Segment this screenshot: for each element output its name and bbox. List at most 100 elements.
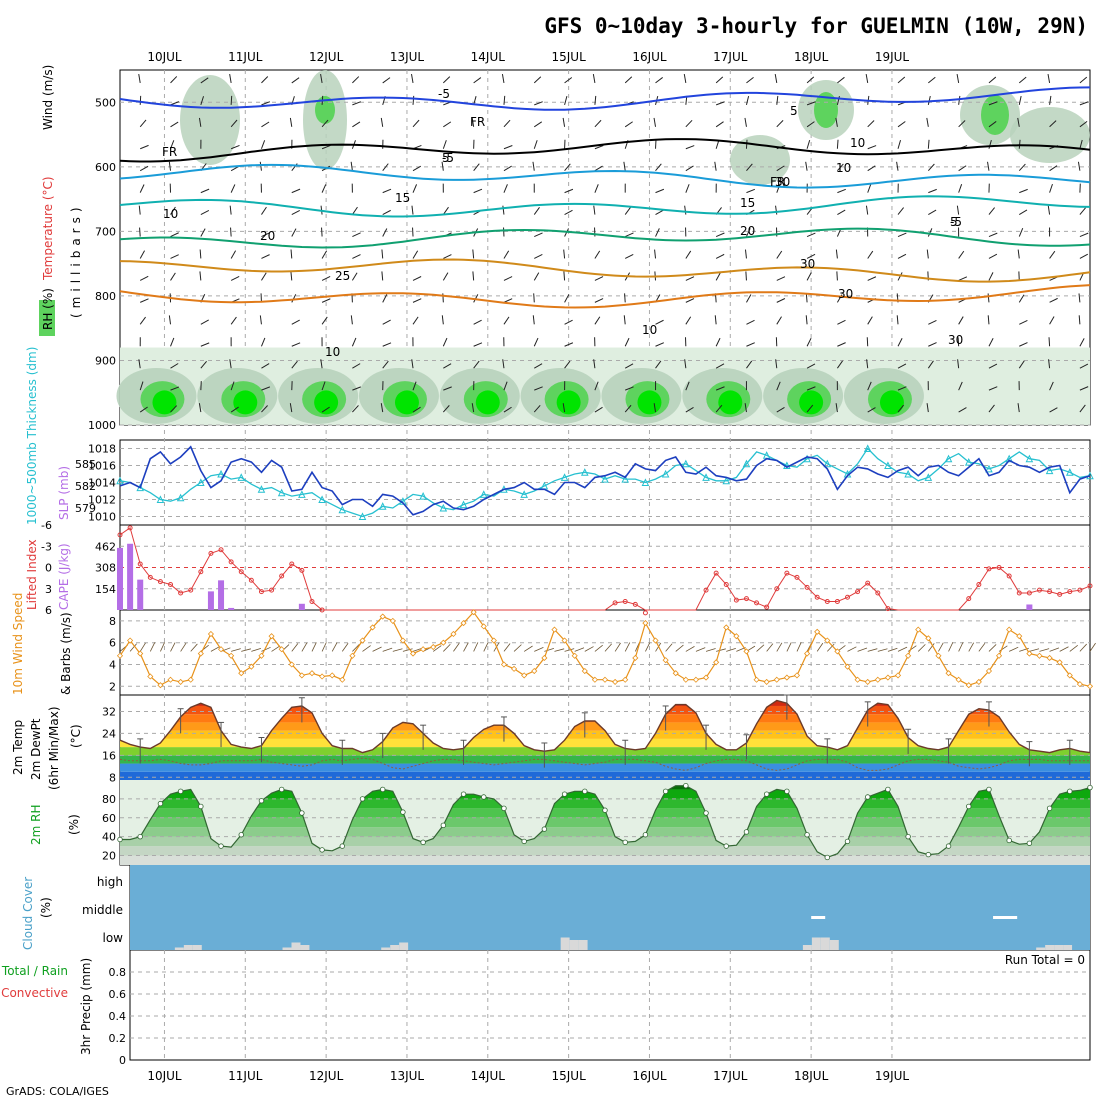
thickness-marker <box>378 502 387 510</box>
wind10-line <box>119 611 1091 687</box>
li-marker <box>703 587 709 593</box>
cloud-label: Cloud Cover <box>21 877 35 950</box>
wind-barb <box>835 249 838 259</box>
li-marker <box>824 599 830 604</box>
wind-barb <box>261 101 271 106</box>
wind-barb <box>897 207 904 215</box>
wind-barb <box>896 315 899 325</box>
contour-label: FR <box>162 145 177 159</box>
li-marker <box>764 604 770 610</box>
wind10-barb <box>443 643 451 652</box>
wind-barb <box>897 121 906 128</box>
wind-barb <box>503 298 513 303</box>
temp-band <box>120 705 1090 715</box>
wind-barb <box>1079 386 1089 391</box>
wind-barb <box>776 381 781 391</box>
wind-barb <box>867 165 876 172</box>
wind-barb <box>653 117 657 127</box>
wind-barb <box>502 205 505 215</box>
wind10-barb <box>877 648 888 652</box>
slp-line <box>119 445 1091 516</box>
wind-barb <box>806 363 816 369</box>
wind-barb <box>624 76 633 84</box>
rh2m-unit: (%) <box>67 814 81 835</box>
wind10-marker <box>682 676 689 683</box>
cloud-low-bar <box>381 947 391 950</box>
wind10-marker <box>1036 652 1043 659</box>
wind-barb <box>411 205 414 215</box>
wind-barb <box>806 232 816 237</box>
wind-barb <box>534 254 543 259</box>
wind-barb <box>473 77 482 84</box>
wind-barb <box>897 253 907 259</box>
wind-barb <box>835 117 838 127</box>
thickness-marker <box>439 503 448 512</box>
wind-barb <box>350 315 353 325</box>
pressure-tick: 800 <box>95 290 116 303</box>
wind10-label-1: 10m Wind Speed <box>11 593 25 695</box>
run-total-label: Run Total = 0 <box>1005 953 1085 967</box>
wind10-marker <box>975 678 982 685</box>
wind-barb <box>594 95 597 105</box>
wind-barb <box>138 359 141 369</box>
wind-barb <box>897 404 905 413</box>
thickness-tick: 585 <box>75 458 96 471</box>
precip-tick: 0.6 <box>109 988 127 1001</box>
rh-upper-core <box>315 96 335 124</box>
wind-barb <box>625 386 634 391</box>
thickness-marker <box>964 457 973 466</box>
wind10-barb <box>160 642 166 652</box>
wind10-marker <box>733 633 740 640</box>
wind10-barb <box>968 642 975 652</box>
wind10-marker <box>460 620 467 627</box>
wind10-marker <box>268 633 275 640</box>
wind-barb <box>200 228 206 237</box>
wind10-barb <box>432 645 442 652</box>
profile-unit-label: (millibars) <box>69 202 83 318</box>
wind10-barb <box>554 648 565 652</box>
wind-barb <box>865 205 869 215</box>
wind-barb <box>806 404 814 413</box>
rh-band <box>120 855 1090 865</box>
wind10-barb <box>847 646 857 652</box>
li-marker <box>137 561 143 567</box>
wind-barb <box>1049 407 1058 413</box>
wind-barb <box>624 363 634 369</box>
thickness-marker <box>904 469 912 478</box>
wind-barb <box>594 298 604 303</box>
rh-band <box>120 808 1090 818</box>
date-label-bottom: 14JUL <box>471 1069 506 1083</box>
wind-barb <box>352 101 361 106</box>
wind10-label-2: & Barbs (m/s) <box>59 612 73 695</box>
wind10-marker <box>369 624 376 631</box>
wind-barb <box>351 272 358 281</box>
wind10-barb <box>523 645 533 652</box>
wind-barb <box>352 386 361 391</box>
thickness-marker <box>1065 468 1074 476</box>
wind10-marker <box>1076 681 1083 688</box>
wind-barb <box>503 119 511 128</box>
wind-barb <box>957 359 960 369</box>
wind-barb <box>321 406 330 413</box>
li-marker <box>289 561 295 567</box>
wind10-marker <box>177 678 184 685</box>
wind-barb <box>744 403 747 413</box>
wind-barb <box>988 101 998 106</box>
rh-band <box>120 846 1090 856</box>
wind-barb <box>624 337 630 347</box>
li-marker <box>622 599 628 604</box>
wind10-barb <box>190 643 198 652</box>
li-tick: -3 <box>41 540 52 553</box>
wind10-barb <box>392 648 403 652</box>
wind-barb <box>259 315 262 325</box>
wind-barb <box>321 184 327 193</box>
rh-upper-blob <box>180 75 240 165</box>
wind-barb <box>170 363 179 369</box>
contour-label: -5 <box>442 151 454 165</box>
rh-marker <box>925 851 932 858</box>
precip-tick: 0.2 <box>109 1032 127 1045</box>
wind-barb <box>533 206 540 215</box>
li-marker <box>1047 589 1053 595</box>
wind10-marker <box>591 676 598 683</box>
